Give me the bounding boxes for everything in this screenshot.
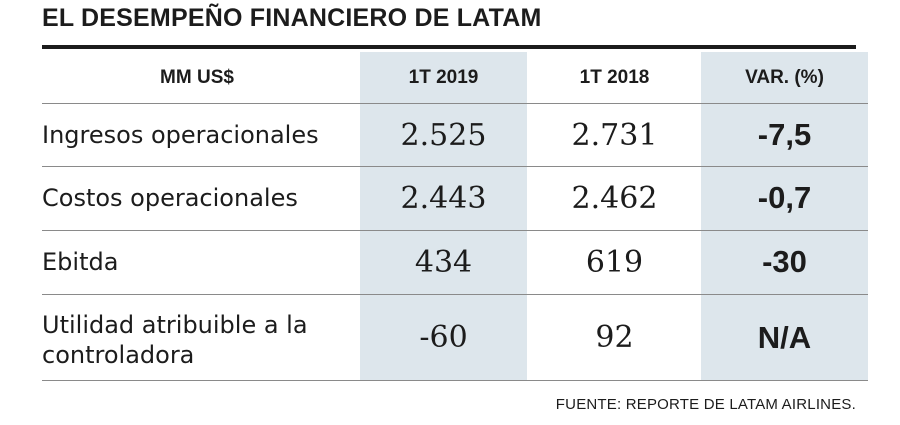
chart-title: EL DESEMPEÑO FINANCIERO DE LATAM bbox=[42, 4, 542, 32]
cell-costos-2019: 2.443 bbox=[400, 180, 487, 216]
divider bbox=[42, 103, 868, 104]
cell-ingresos-2019: 2.525 bbox=[400, 117, 487, 153]
header-1t-2018: 1T 2018 bbox=[579, 67, 650, 88]
row-label-ingresos: Ingresos operacionales bbox=[42, 121, 319, 149]
title-rule bbox=[42, 45, 856, 49]
cell-ebitda-2019: 434 bbox=[414, 244, 473, 280]
row-label-utilidad: Utilidad atribuible a la controladora bbox=[42, 311, 308, 369]
cell-utilidad-var: N/A bbox=[757, 319, 812, 355]
shaded-column-variation bbox=[701, 52, 868, 380]
header-variation: VAR. (%) bbox=[745, 67, 824, 88]
cell-ebitda-2018: 619 bbox=[585, 244, 644, 280]
divider bbox=[42, 230, 868, 231]
row-label-ebitda: Ebitda bbox=[42, 248, 119, 276]
cell-utilidad-2019: -60 bbox=[419, 320, 468, 355]
source-note: FUENTE: REPORTE DE LATAM AIRLINES. bbox=[555, 396, 856, 413]
header-1t-2019: 1T 2019 bbox=[408, 67, 479, 88]
cell-ingresos-var: -7,5 bbox=[757, 117, 812, 152]
cell-costos-var: -0,7 bbox=[757, 180, 812, 215]
cell-utilidad-2018: 92 bbox=[595, 320, 634, 355]
row-label-costos: Costos operacionales bbox=[42, 184, 298, 212]
header-mm-usd: MM US$ bbox=[160, 67, 234, 88]
cell-ebitda-var: -30 bbox=[762, 244, 807, 279]
divider bbox=[42, 294, 868, 295]
cell-costos-2018: 2.462 bbox=[571, 180, 658, 216]
cell-ingresos-2018: 2.731 bbox=[571, 117, 658, 153]
divider bbox=[42, 380, 868, 381]
shaded-column-1t-2019 bbox=[360, 52, 527, 380]
divider bbox=[42, 166, 868, 167]
